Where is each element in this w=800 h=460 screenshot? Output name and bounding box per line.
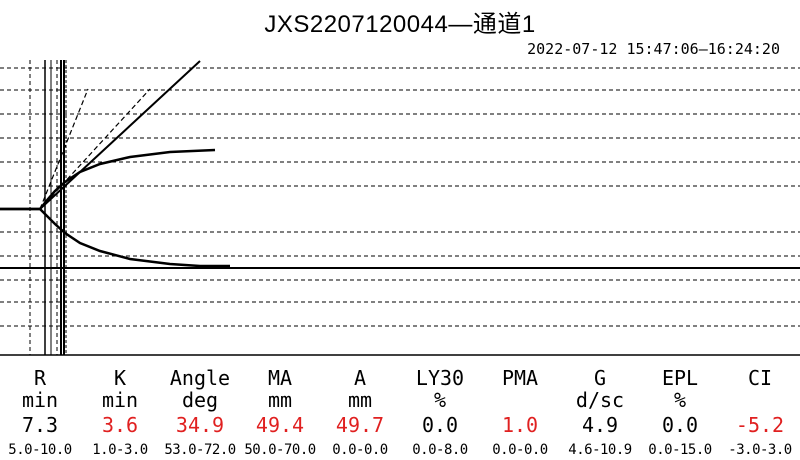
param-value: 4.9 — [581, 413, 619, 437]
param-range: 53.0-72.0 — [164, 442, 236, 458]
param-unit: % — [433, 388, 447, 412]
param-name: LY30 — [415, 366, 465, 390]
param-value: 49.7 — [335, 413, 385, 437]
upper-trace — [0, 148, 216, 211]
param-value: 34.9 — [175, 413, 225, 437]
param-range: 0.0-0.0 — [492, 442, 548, 458]
param-unit: deg — [181, 388, 219, 412]
param-value: 0.0 — [421, 413, 459, 437]
param-value: 0.0 — [661, 413, 699, 437]
param-range: 1.0-3.0 — [92, 442, 148, 458]
param-unit: mm — [267, 388, 293, 412]
param-value: 3.6 — [101, 413, 139, 437]
traces — [0, 60, 230, 268]
param-name: CI — [747, 366, 773, 390]
param-range: 4.6-10.9 — [568, 442, 632, 458]
param-name: K — [113, 366, 127, 390]
param-range: -3.0-3.0 — [728, 442, 792, 458]
param-name: EPL — [661, 366, 699, 390]
param-name: MA — [267, 366, 293, 390]
param-range: 0.0-0.0 — [332, 442, 388, 458]
param-name: A — [353, 366, 367, 390]
param-unit: min — [21, 388, 59, 412]
teg-plot — [0, 60, 800, 356]
param-name: PMA — [501, 366, 539, 390]
param-unit: d/sc — [575, 388, 625, 412]
grid-lines — [0, 67, 800, 356]
chart-title: JXS2207120044—通道1 — [264, 11, 536, 38]
param-value: 49.4 — [255, 413, 305, 437]
param-value: 1.0 — [501, 413, 539, 437]
param-range: 5.0-10.0 — [8, 442, 72, 458]
param-unit: min — [101, 388, 139, 412]
param-name: R — [33, 366, 47, 390]
time-range: 2022-07-12 15:47:06—16:24:20 — [527, 40, 780, 58]
param-range: 0.0-15.0 — [648, 442, 712, 458]
param-value: -5.2 — [735, 413, 785, 437]
angle-line-dashed — [39, 88, 151, 210]
param-range: 50.0-70.0 — [244, 442, 316, 458]
time-markers — [29, 60, 67, 355]
param-name: Angle — [169, 366, 231, 390]
param-range: 0.0-8.0 — [412, 442, 468, 458]
angle-line-dashed-steep — [39, 88, 89, 210]
angle-line-solid — [39, 60, 201, 210]
param-unit: mm — [347, 388, 373, 412]
param-unit: % — [673, 388, 687, 412]
lower-trace — [0, 207, 230, 268]
param-name: G — [593, 366, 607, 390]
param-value: 7.3 — [21, 413, 59, 437]
